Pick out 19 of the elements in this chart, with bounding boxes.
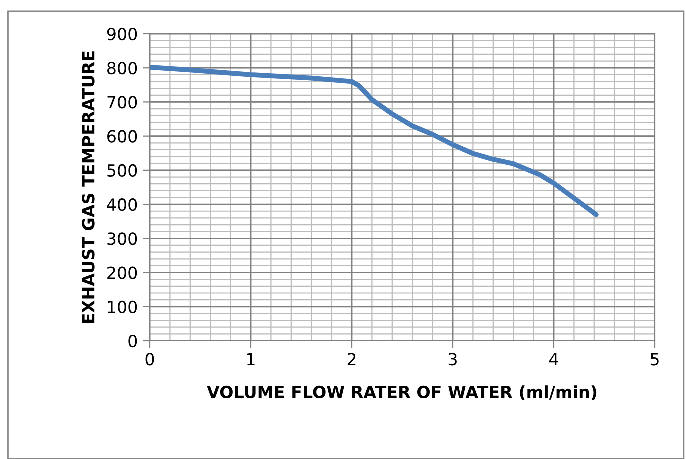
y-tick-label: 600: [108, 130, 138, 143]
y-tick-label: 800: [108, 62, 138, 75]
x-tick-label: 2: [348, 353, 356, 366]
x-axis-title: VOLUME FLOW RATER OF WATER (ml/min): [207, 386, 597, 400]
y-tick-label: 300: [108, 232, 138, 246]
y-tick-label: 100: [108, 300, 138, 314]
line-series: [150, 65, 599, 218]
y-tick-label: 400: [107, 198, 138, 212]
y-tick-label: 0: [128, 334, 138, 348]
x-tick-label: 4: [550, 353, 558, 366]
x-tick-label: 0: [146, 353, 154, 366]
y-tick-label: 200: [108, 266, 138, 280]
y-axis-title: EXHAUST GAS TEMPERATURE: [82, 52, 95, 324]
y-tick-label: 700: [108, 96, 138, 109]
x-tick-label: 3: [448, 353, 457, 366]
x-tick-label: 5: [650, 353, 659, 366]
y-tick-label: 500: [108, 164, 138, 178]
y-tick-label: 900: [107, 28, 138, 41]
x-tick-label: 1: [248, 353, 255, 366]
